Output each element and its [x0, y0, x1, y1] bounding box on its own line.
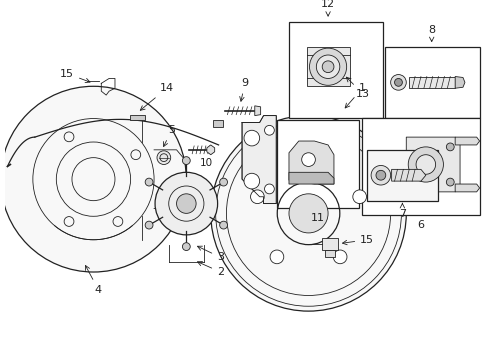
Text: 4: 4 — [85, 266, 102, 294]
Text: 12: 12 — [320, 0, 334, 16]
Circle shape — [394, 78, 402, 86]
Circle shape — [301, 153, 315, 166]
Text: 9: 9 — [239, 78, 248, 101]
Bar — [366, 150, 437, 201]
Bar — [288, 22, 382, 118]
Circle shape — [415, 155, 435, 174]
Text: 2: 2 — [197, 262, 224, 277]
Bar — [277, 121, 359, 208]
Text: 3: 3 — [197, 246, 224, 262]
Text: 6: 6 — [417, 220, 424, 230]
Text: 15: 15 — [60, 68, 90, 82]
Polygon shape — [454, 137, 479, 145]
Circle shape — [352, 190, 366, 204]
Text: 5: 5 — [163, 125, 175, 147]
Text: 13: 13 — [346, 77, 369, 99]
Circle shape — [333, 250, 346, 264]
Circle shape — [145, 221, 153, 229]
Circle shape — [176, 194, 196, 213]
Circle shape — [269, 250, 283, 264]
Bar — [212, 120, 222, 127]
Circle shape — [219, 221, 227, 229]
Text: 10: 10 — [199, 158, 212, 167]
Circle shape — [390, 75, 406, 90]
Circle shape — [219, 178, 227, 186]
Polygon shape — [454, 184, 479, 192]
Circle shape — [0, 86, 186, 272]
Polygon shape — [206, 145, 214, 155]
Text: 7: 7 — [398, 203, 405, 219]
Text: 11: 11 — [311, 213, 325, 223]
Circle shape — [210, 116, 406, 311]
Circle shape — [288, 194, 327, 233]
Bar — [306, 47, 349, 86]
Text: 1: 1 — [345, 83, 365, 108]
Polygon shape — [322, 238, 337, 249]
Circle shape — [316, 55, 339, 78]
Circle shape — [250, 190, 264, 204]
Circle shape — [244, 173, 259, 189]
Circle shape — [182, 157, 190, 165]
Polygon shape — [288, 141, 333, 184]
Circle shape — [309, 48, 346, 85]
Bar — [362, 118, 479, 215]
Circle shape — [244, 130, 259, 146]
Text: 14: 14 — [140, 83, 174, 110]
Polygon shape — [288, 172, 333, 184]
Polygon shape — [406, 137, 459, 192]
Circle shape — [322, 61, 333, 73]
Circle shape — [446, 178, 453, 186]
Circle shape — [375, 170, 385, 180]
Text: 15: 15 — [342, 235, 373, 245]
Bar — [129, 114, 145, 121]
Bar — [384, 47, 479, 118]
Circle shape — [264, 184, 274, 194]
Circle shape — [157, 151, 170, 165]
Polygon shape — [254, 106, 260, 116]
Circle shape — [264, 125, 274, 135]
Circle shape — [182, 243, 190, 251]
Circle shape — [446, 143, 453, 151]
Polygon shape — [325, 249, 334, 257]
Circle shape — [155, 172, 217, 235]
Circle shape — [370, 166, 390, 185]
Circle shape — [407, 147, 443, 182]
Polygon shape — [408, 77, 454, 88]
Polygon shape — [454, 77, 464, 88]
Text: 8: 8 — [427, 24, 434, 41]
Polygon shape — [391, 169, 425, 181]
Circle shape — [145, 178, 153, 186]
Polygon shape — [242, 116, 276, 204]
